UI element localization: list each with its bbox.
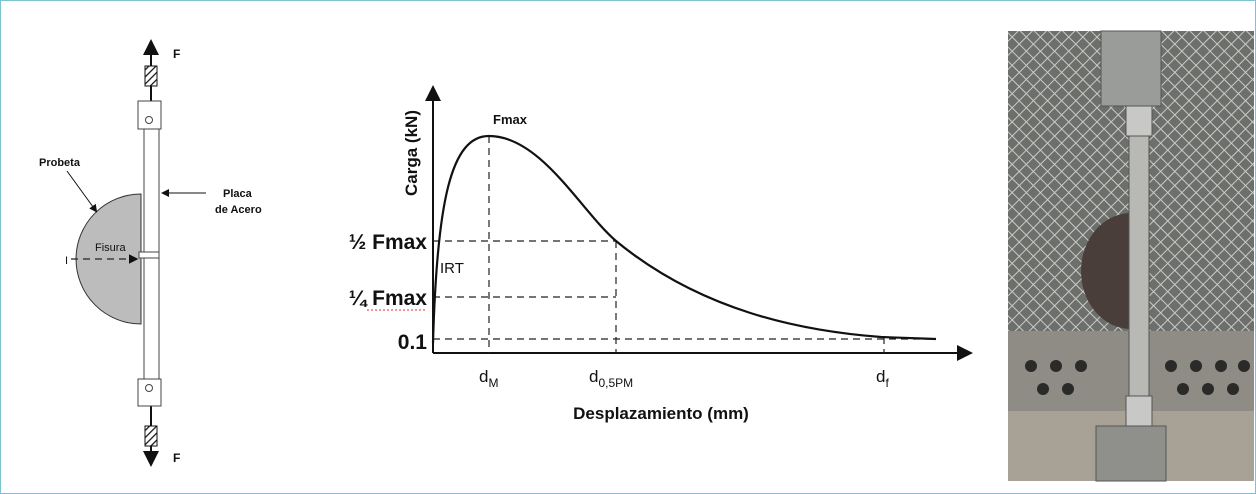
steel-plate [1128,135,1150,402]
slope-label: IRT [440,260,464,277]
level-label: ¼ Fmax [349,287,428,310]
hole [145,384,153,392]
displacement-label: dM [479,367,498,390]
upper-grip [1100,30,1162,107]
peak-label: Fmax [493,112,528,127]
pointer [66,170,98,213]
crack-label: Fisura [95,242,126,254]
pin [144,65,158,87]
level-label: ½ Fmax [349,231,428,254]
test-photo [1008,30,1254,482]
pin [144,425,158,447]
y-axis-title: Carga (kN) [402,110,421,196]
displacement-label: df [876,367,889,390]
guide-lines [433,136,936,353]
plate-label: de Acero [215,204,262,216]
x-axis-title: Desplazamiento (mm) [573,404,749,423]
force-label: F [173,451,180,465]
d: d [479,367,488,386]
level-label: 0.1 [398,331,428,354]
plate-holes [1025,360,1250,395]
sub: M [488,376,498,390]
clamp [1125,395,1153,427]
asphalt-specimen [1081,213,1131,329]
diagram: Carga (kN) Desplazamiento (mm) Fmax ½ Fm… [349,85,973,423]
specimen-label: Probeta [39,157,81,169]
clamp [137,378,162,407]
marker-label: I [65,255,68,267]
schematic: F F Probeta Placa de Acero Fisura I [39,39,262,467]
load-curve [431,134,937,344]
lower-grip [1095,425,1167,482]
clamp [1125,105,1153,137]
sub: f [885,376,889,390]
d: d [876,367,885,386]
d: d [589,367,598,386]
sub: 0,5PM [598,376,633,390]
plate-label: Placa [223,188,253,200]
clamp [137,100,162,130]
displacement-label: d0,5PM [589,367,633,390]
crack [138,251,160,259]
hole [145,116,153,124]
force-label: F [173,47,180,61]
